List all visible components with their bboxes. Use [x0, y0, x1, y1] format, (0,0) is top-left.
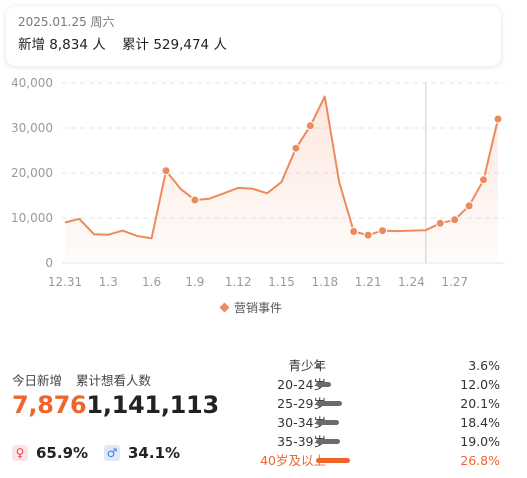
chart-tooltip: 2025.01.25 周六 新增 8,834 人 累计 529,474 人 — [6, 6, 501, 66]
age-pct: 18.4% — [460, 415, 500, 430]
summary-labels: 今日新增 累计想看人数 — [12, 370, 161, 389]
age-row: 40岁及以上 26.8% — [236, 451, 500, 470]
data-point-marker — [291, 143, 301, 153]
y-tick-label: 30,000 — [11, 121, 53, 135]
trend-chart: 0 10,000 20,000 30,000 40,000 12.31 1.3 1.6 1.9 1… — [11, 76, 505, 289]
x-tick-label: 1.21 — [355, 275, 382, 289]
y-tick-label: 40,000 — [11, 76, 53, 90]
data-point-marker — [479, 175, 489, 185]
data-point-marker — [435, 218, 445, 228]
today-new-label: 今日新增 — [12, 373, 63, 388]
age-bar — [316, 363, 321, 368]
x-tick-label: 1.9 — [185, 275, 204, 289]
series-area — [65, 96, 498, 263]
age-label: 青少年 — [288, 358, 326, 373]
male-icon: ♂ — [104, 445, 120, 461]
data-point-marker — [464, 201, 474, 211]
x-tick-label: 1.27 — [441, 275, 468, 289]
summary-values: 7,8761,141,113 — [12, 389, 219, 421]
chart-legend[interactable]: 营销事件 — [219, 299, 283, 315]
data-point-marker — [450, 215, 460, 225]
legend-diamond-icon — [219, 302, 230, 312]
age-distribution: 青少年 3.6% 20-24岁 12.0% 25-29岁 20.1% 30-34岁 18.4%… — [236, 356, 500, 470]
age-row: 20-24岁 12.0% — [236, 375, 500, 394]
age-row: 35-39岁 19.0% — [236, 432, 500, 451]
age-pct: 3.6% — [468, 358, 500, 373]
cumulative-value: 1,141,113 — [86, 391, 219, 419]
tooltip-date: 2025.01.25 周六 — [18, 15, 115, 29]
y-tick-label: 10,000 — [11, 211, 53, 225]
data-point-marker — [363, 230, 373, 240]
legend-label: 营销事件 — [234, 300, 283, 315]
cumulative-label: 累计想看人数 — [76, 373, 152, 388]
y-tick-label: 20,000 — [11, 166, 53, 180]
age-row: 25-29岁 20.1% — [236, 394, 500, 413]
age-label: 20-24岁 — [277, 377, 326, 392]
data-point-marker — [161, 166, 171, 176]
data-point-marker — [378, 226, 388, 236]
age-pct: 12.0% — [460, 377, 500, 392]
female-icon: ♀ — [12, 445, 28, 461]
age-label: 35-39岁 — [277, 434, 326, 449]
tooltip-total-count: 累计 529,474 人 — [122, 37, 227, 53]
age-bar — [316, 458, 350, 463]
age-label: 30-34岁 — [277, 415, 326, 430]
male-pct: 34.1% — [128, 444, 181, 462]
male-ratio: ♂ 34.1% — [104, 442, 180, 464]
age-bar — [316, 382, 332, 387]
x-tick-label: 1.18 — [311, 275, 338, 289]
age-label: 40岁及以上 — [260, 453, 326, 468]
age-bar — [316, 401, 342, 406]
today-new-value: 7,876 — [12, 391, 87, 419]
age-pct: 20.1% — [460, 396, 500, 411]
x-tick-label: 1.12 — [225, 275, 252, 289]
x-tick-label: 1.6 — [142, 275, 161, 289]
tooltip-new-count: 新增 8,834 人 — [18, 37, 106, 53]
series-line — [64, 95, 499, 240]
age-row: 青少年 3.6% — [236, 356, 500, 375]
female-pct: 65.9% — [36, 444, 89, 462]
age-label: 25-29岁 — [277, 396, 326, 411]
x-tick-label: 1.15 — [268, 275, 295, 289]
age-pct: 19.0% — [460, 434, 500, 449]
y-tick-label: 0 — [45, 256, 53, 270]
age-bar — [316, 439, 341, 444]
x-tick-label: 12.31 — [48, 275, 82, 289]
age-bar — [316, 420, 340, 425]
data-point-marker — [349, 227, 359, 236]
x-tick-label: 1.24 — [398, 275, 425, 289]
age-row: 30-34岁 18.4% — [236, 413, 500, 432]
data-point-marker — [190, 195, 200, 205]
data-point-marker — [493, 114, 503, 124]
age-pct: 26.8% — [460, 453, 500, 468]
x-tick-label: 1.3 — [99, 275, 118, 289]
data-point-marker — [305, 121, 315, 131]
female-ratio: ♀ 65.9% — [12, 442, 88, 464]
